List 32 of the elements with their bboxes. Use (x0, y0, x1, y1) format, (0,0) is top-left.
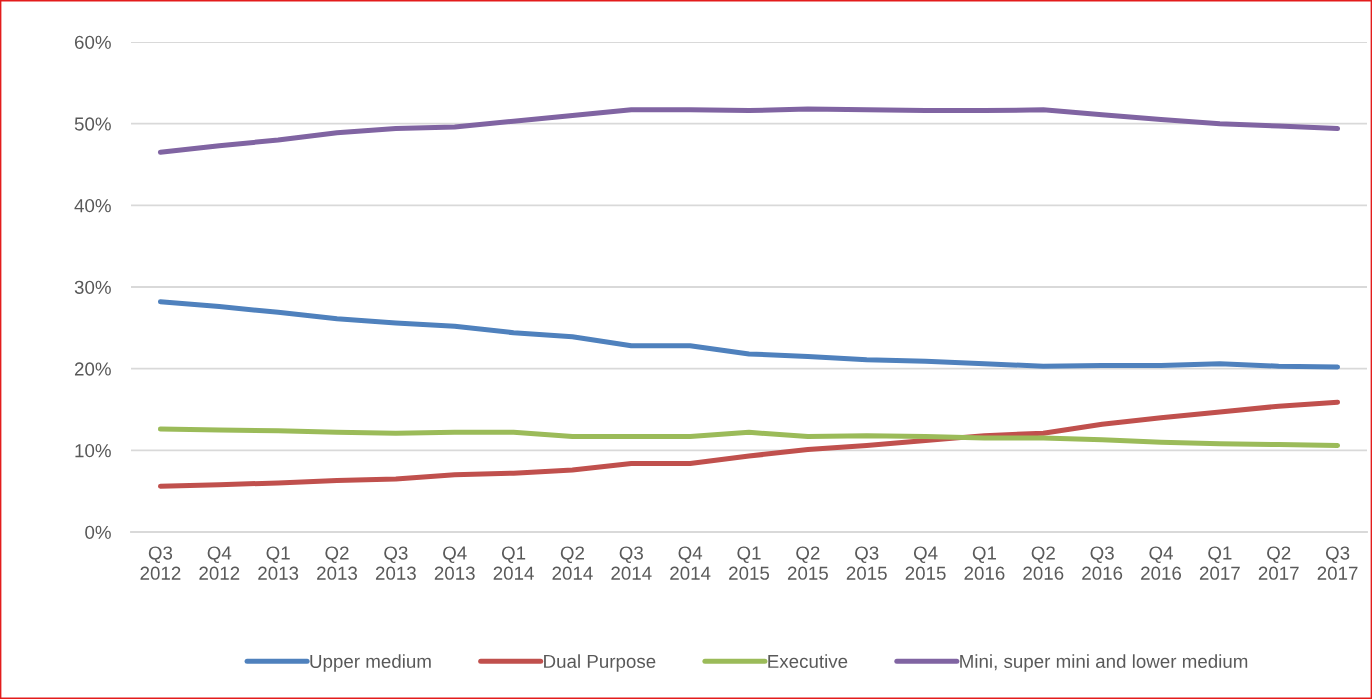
x-tick-label: Q3 2017 (1317, 546, 1358, 580)
y-tick-label: 10% (75, 444, 111, 458)
y-tick-label: 60% (74, 35, 111, 49)
y-tick-label: 50% (74, 117, 111, 131)
x-tick-label: Q2 2015 (787, 546, 828, 580)
legend-label: Executive (768, 654, 848, 669)
x-tick-label: Q1 2016 (964, 546, 1005, 580)
y-tick-label: 0% (85, 525, 111, 539)
x-tick-label: Q1 2013 (258, 546, 299, 580)
x-tick-label: Q3 2013 (375, 546, 416, 580)
legend-label: Mini, super mini and lower medium (960, 654, 1248, 672)
x-tick-label: Q3 2016 (1082, 546, 1123, 580)
x-tick-label: Q4 2012 (199, 546, 240, 580)
x-tick-label: Q4 2013 (434, 546, 475, 580)
x-tick-label: Q1 2015 (729, 546, 770, 580)
x-tick-label: Q4 2015 (905, 546, 946, 580)
x-tick-label: Q3 2012 (140, 546, 181, 580)
x-tick-label: Q2 2016 (1023, 546, 1064, 580)
x-tick-label: Q3 2015 (846, 546, 887, 580)
x-tick-label: Q2 2017 (1258, 546, 1299, 580)
x-tick-label: Q1 2017 (1199, 546, 1240, 580)
y-tick-label: 20% (74, 362, 111, 376)
x-tick-label: Q4 2016 (1141, 546, 1182, 580)
x-tick-label: Q3 2014 (611, 546, 652, 580)
legend-label: Upper medium (310, 654, 431, 672)
legend-label: Dual Purpose (544, 654, 656, 672)
x-tick-label: Q2 2013 (317, 546, 358, 580)
y-tick-label: 30% (74, 280, 111, 294)
x-tick-label: Q4 2014 (670, 546, 711, 580)
x-tick-label: Q1 2014 (493, 546, 534, 580)
x-tick-label: Q2 2014 (552, 546, 593, 580)
y-tick-label: 40% (74, 199, 111, 213)
